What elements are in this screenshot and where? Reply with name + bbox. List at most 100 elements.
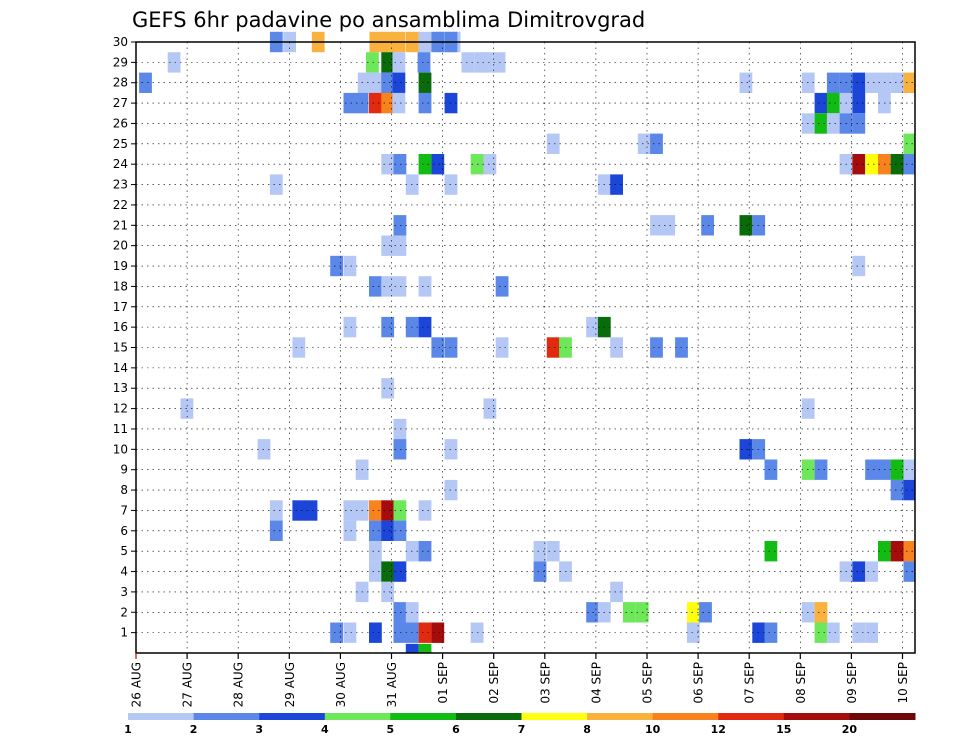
heat-cell: [330, 622, 343, 643]
heat-cell: [890, 479, 904, 501]
heat-cell: [343, 92, 357, 114]
x-tick-label: 06 SEP: [692, 662, 706, 704]
heat-cell: [890, 154, 904, 175]
y-tick-label: 20: [113, 239, 128, 253]
heat-cell: [393, 602, 407, 623]
heat-cell: [826, 72, 840, 93]
heat-cell: [610, 337, 623, 358]
heat-cell: [610, 581, 623, 603]
heat-cell: [650, 133, 663, 154]
heat-cell: [546, 337, 560, 358]
heat-cell: [381, 235, 395, 256]
cells-layer: [139, 31, 915, 653]
heat-cell: [369, 541, 382, 562]
heat-cell: [418, 92, 432, 114]
heat-cell: [903, 541, 915, 562]
heat-cell: [330, 255, 343, 277]
y-tick-label: 11: [113, 422, 128, 436]
heat-cell: [852, 154, 866, 175]
heat-cell: [903, 459, 915, 480]
colorbar-label: 15: [776, 723, 791, 736]
heat-cell: [381, 561, 395, 582]
heat-cell: [381, 52, 395, 73]
heat-cell: [890, 541, 904, 562]
x-tick-label: 02 SEP: [487, 662, 501, 704]
heat-cell: [699, 602, 712, 623]
y-tick-label: 6: [120, 524, 128, 538]
heat-cell: [369, 500, 382, 521]
heat-cell: [890, 459, 904, 480]
heat-cell: [764, 622, 778, 643]
heat-cell: [826, 622, 840, 643]
colorbar-label: 3: [255, 723, 263, 736]
heat-cell: [392, 52, 406, 73]
heat-cell: [852, 113, 866, 134]
y-tick-label: 15: [113, 341, 128, 355]
heat-cell: [393, 418, 407, 440]
heat-cell: [623, 602, 636, 623]
heat-cell: [865, 561, 878, 582]
colorbar-label: 5: [386, 723, 394, 736]
heat-cell: [393, 154, 407, 175]
heat-cell: [269, 174, 283, 195]
x-tick-label: 30 AUG: [334, 662, 348, 707]
x-tick-label: 09 SEP: [845, 662, 859, 704]
heat-cell: [343, 622, 357, 643]
y-tick-label: 23: [113, 178, 128, 192]
heat-cell: [418, 316, 432, 338]
heat-cell: [366, 52, 379, 73]
colorbar-label: 1: [124, 723, 132, 736]
heat-cell: [483, 154, 497, 175]
colorbar-swatch: [128, 713, 195, 720]
heat-cell: [533, 561, 547, 582]
heat-cell: [546, 541, 560, 562]
heat-cell: [903, 154, 915, 175]
heat-cell: [392, 92, 406, 114]
heat-cell: [826, 92, 840, 114]
y-tick-label: 4: [120, 565, 128, 579]
y-tick-label: 7: [120, 503, 128, 517]
heat-cell: [826, 113, 840, 134]
heat-cell: [483, 398, 497, 419]
heat-cell: [852, 561, 866, 582]
y-tick-label: 25: [113, 137, 128, 151]
colorbar-legend: 1 2 3 4 5 6 7 8 10 12 15 20: [124, 713, 916, 736]
colorbar-swatch: [521, 713, 588, 720]
y-tick-label: 26: [113, 116, 128, 130]
heat-cell: [852, 255, 866, 277]
heat-cell: [764, 459, 778, 480]
heat-cell: [139, 72, 152, 93]
heat-cell: [381, 316, 395, 338]
heat-cell: [495, 276, 509, 297]
y-tick-label: 22: [113, 198, 128, 212]
y-tick-label: 19: [113, 259, 128, 273]
x-tick-label: 08 SEP: [794, 662, 808, 704]
x-tick-label: 28 AUG: [232, 662, 246, 707]
x-tick-label: 27 AUG: [181, 662, 195, 707]
colorbar-label: 12: [711, 723, 726, 736]
heat-cell: [814, 92, 828, 114]
heat-cell: [418, 154, 432, 175]
heat-cell: [381, 92, 395, 114]
y-tick-label: 29: [113, 55, 128, 69]
x-tick-label: 03 SEP: [538, 662, 552, 704]
heat-cell: [461, 52, 475, 73]
heat-cell: [357, 72, 371, 93]
y-tick-label: 5: [120, 544, 128, 558]
heat-cell: [431, 337, 445, 358]
heat-cell: [903, 561, 915, 582]
heat-cell: [292, 337, 306, 358]
y-tick-label: 1: [120, 626, 128, 640]
heat-cell: [393, 276, 407, 297]
y-tick-label: 27: [113, 96, 128, 110]
x-tick-label: 07 SEP: [743, 662, 757, 704]
heat-cell: [381, 581, 395, 603]
heat-cell: [381, 500, 395, 521]
x-axis: 26 AUG 27 AUG 28 AUG 29 AUG 30 AUG 31 AUG 01 S…: [130, 653, 910, 707]
heat-cell: [890, 72, 904, 93]
heat-cell: [393, 520, 407, 541]
heat-cell: [903, 479, 915, 501]
colorbar-swatch: [783, 713, 850, 720]
x-tick-label: 01 SEP: [436, 662, 450, 704]
